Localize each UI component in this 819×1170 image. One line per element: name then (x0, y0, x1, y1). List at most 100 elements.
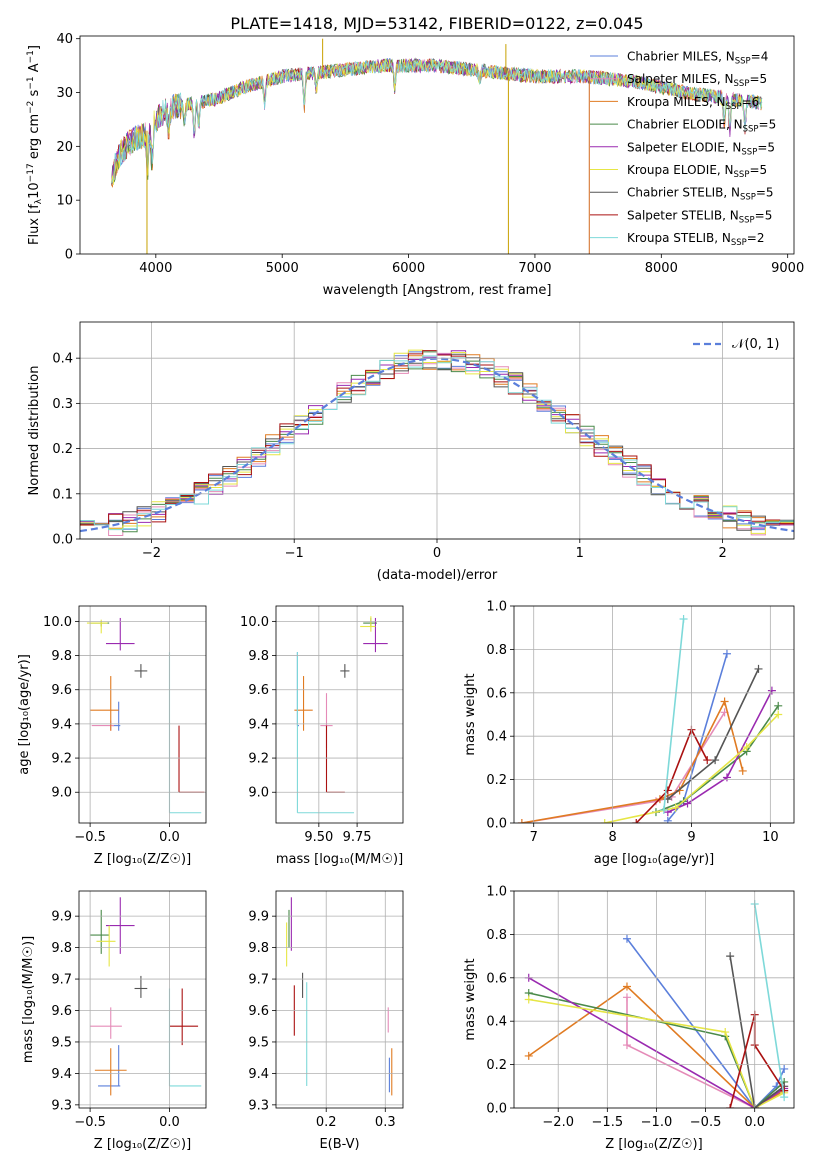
weight-marker (671, 803, 680, 812)
y-tick-label: 9.6 (248, 1004, 269, 1019)
legend-label-sub: SSP (735, 57, 751, 67)
y-axis-label-part: Flux [f (27, 204, 42, 245)
age-vs-mass-panel: 9.50 9.75 9.0 9.2 9.4 9.6 9.8 10.0 mass [log₁₀(M… (240, 605, 404, 867)
legend-label-text: Chabrier MILES, N (627, 50, 735, 64)
legend-label-text: Salpeter STELIB, N (627, 208, 739, 222)
weight-marker (517, 819, 526, 823)
errorbar-kroupa-elodie (96, 925, 116, 967)
weight-marker (742, 743, 751, 752)
x-axis-label: (data-model)/error (377, 568, 498, 583)
axes-frame (275, 890, 404, 1109)
y-axis-label-part: A (27, 63, 42, 76)
weight-marker (720, 697, 729, 706)
y-tick-label: 0.2 (486, 773, 507, 788)
legend-label-sub: SSP (734, 170, 750, 180)
legend-label: Salpeter STELIB, NSSP=5 (627, 208, 772, 225)
y-tick-label: 9.5 (51, 1035, 72, 1050)
y-tick-label: 9.9 (248, 910, 269, 925)
axes-frame (78, 605, 207, 824)
y-axis-label: mass weight (463, 673, 478, 755)
legend-label-text: Kroupa MILES, N (627, 95, 726, 109)
weight-line-chabrier-miles (626, 938, 785, 1108)
legend-label-count: =5 (749, 163, 767, 177)
weight-marker (774, 701, 783, 710)
y-tick-label: 9.2 (51, 752, 72, 767)
plot-area (90, 897, 202, 1096)
x-tick-label: 10 (762, 830, 779, 845)
y-tick-label: 9.9 (51, 910, 72, 925)
plot-area (517, 615, 783, 823)
weight-marker (622, 982, 631, 991)
errorbar-chabrier-elodie (90, 621, 110, 627)
weight-marker (524, 995, 533, 1004)
x-tick-label: 2 (718, 546, 726, 561)
plot-area (111, 38, 763, 254)
weight-marker (711, 756, 720, 765)
y-tick-label: 9.3 (248, 1098, 269, 1113)
errorbar-salpeter-stelib (178, 725, 205, 793)
weight-marker (722, 773, 731, 782)
x-axis-label: Z [log₁₀(Z/Z☉)] (605, 1137, 702, 1152)
x-tick-label: 0.0 (744, 1115, 765, 1130)
legend-label-count: =5 (757, 140, 775, 154)
errorbar-salpeter-elodie (363, 617, 388, 653)
y-tick-label: 9.6 (51, 1004, 72, 1019)
y-tick-label: 9.8 (51, 649, 72, 664)
axes-frame (513, 605, 795, 824)
errorbar-salpeter-elodie (105, 617, 135, 651)
y-axis-label: Normed distribution (27, 366, 42, 496)
y-tick-label: 30 (56, 86, 73, 101)
weight-line-chabrier-elodie (655, 705, 779, 813)
y-axis-label-part: −1 (26, 76, 36, 89)
y-tick-label: 9.7 (51, 973, 72, 988)
plot-area (86, 617, 205, 814)
legend-label: Kroupa ELODIE, NSSP=5 (627, 163, 767, 180)
legend-label: Chabrier MILES, NSSP=4 (627, 50, 768, 67)
legend-label-sub: SSP (740, 193, 756, 203)
y-tick-label: 0.0 (486, 817, 507, 832)
errorbar-chabrier-elodie (90, 909, 110, 954)
x-tick-label: −1.0 (641, 1115, 673, 1130)
y-tick-label: 40 (56, 32, 73, 47)
legend-label-text: Salpeter ELODIE, N (627, 140, 741, 154)
weight-marker (726, 1104, 735, 1108)
legend-label-sub: SSP (731, 238, 747, 248)
weight-marker (622, 934, 631, 943)
weight-line-kroupa-elodie (604, 713, 779, 823)
x-tick-label: 1 (576, 546, 584, 561)
axes-frame (78, 890, 207, 1109)
errorbar-chabrier-stelib (340, 664, 350, 678)
weight-marker (722, 649, 731, 658)
y-axis-label-part: ] (27, 45, 42, 50)
x-tick-label: 0.3 (375, 1115, 396, 1130)
legend-label: Salpeter ELODIE, NSSP=5 (627, 140, 775, 157)
y-tick-label: 20 (56, 140, 73, 155)
y-axis-label: age [log₁₀(age/yr)] (17, 654, 32, 775)
legend-label: Chabrier ELODIE, NSSP=5 (627, 118, 776, 135)
weight-marker (767, 686, 776, 695)
legend-label: Salpeter MILES, NSSP=5 (627, 72, 767, 89)
legend-label-count: =5 (759, 118, 777, 132)
legend-label-sub: SSP (739, 215, 755, 225)
y-tick-label: 10.0 (43, 615, 72, 630)
legend-label-sub: SSP (743, 125, 759, 135)
y-tick-label: 9.7 (248, 973, 269, 988)
y-tick-label: 9.5 (248, 1035, 269, 1050)
legend-label-text: Kroupa STELIB, N (627, 231, 731, 245)
y-tick-label: 0.0 (486, 1102, 507, 1117)
plot-area (294, 616, 388, 814)
x-tick-label: 8 (608, 830, 616, 845)
legend-label-count: =6 (742, 95, 760, 109)
y-tick-label: 9.4 (248, 1067, 269, 1082)
y-axis-label-part: s (27, 89, 42, 100)
errorbar-chabrier-stelib (134, 664, 148, 678)
x-tick-label: 0 (433, 546, 441, 561)
errorbar-chabrier-miles (112, 701, 121, 731)
mass-weight-vs-age-panel: 7 8 9 10 0.0 0.2 0.4 0.6 0.8 1.0 age [log₁₀(age/yr… (463, 600, 795, 867)
y-axis-label-part: λ (34, 198, 44, 204)
weight-marker (780, 1093, 789, 1102)
y-tick-label: 9.8 (248, 649, 269, 664)
legend-label-count: =2 (747, 231, 765, 245)
legend-label: Kroupa STELIB, NSSP=2 (627, 231, 765, 248)
